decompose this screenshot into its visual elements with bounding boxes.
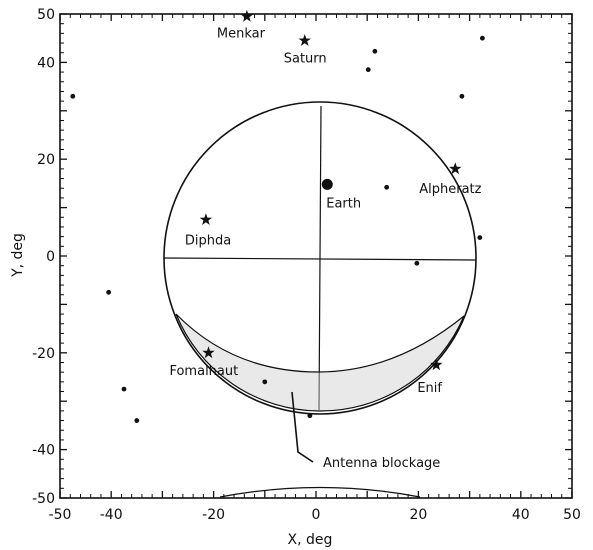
star-dot xyxy=(372,48,378,54)
star-dot xyxy=(106,289,112,295)
y-tick-label: -50 xyxy=(32,491,55,507)
field-of-view xyxy=(163,101,477,415)
menkar-label: Menkar xyxy=(217,26,266,41)
diphda-star-icon xyxy=(199,213,213,225)
earth-marker xyxy=(321,178,333,190)
axis-ticks: -50 -40 -20 0 20 40 50 50 40 20 0 -20 -40 -50 xyxy=(32,7,581,523)
menkar-star-icon xyxy=(240,9,254,22)
star-dot xyxy=(480,35,485,41)
alpheratz-star-icon xyxy=(449,162,462,175)
x-tick-label: -20 xyxy=(202,507,225,523)
saturn-star-icon xyxy=(298,34,311,46)
y-tick-label: 20 xyxy=(37,152,55,168)
diphda-label: Diphda xyxy=(185,234,231,249)
x-tick-label: -50 xyxy=(49,507,72,523)
x-tick-label: -40 xyxy=(100,507,123,523)
fomalhaut-star-icon xyxy=(202,346,215,359)
antenna-blockage-label: Antenna blockage xyxy=(323,456,440,471)
antenna-blockage-leader xyxy=(291,391,314,463)
plot-frame xyxy=(59,13,573,499)
y-tick-label: -40 xyxy=(32,443,55,459)
x-tick-label: 40 xyxy=(512,507,530,523)
star-dot xyxy=(262,379,268,385)
star-dot xyxy=(414,260,420,266)
star-dot xyxy=(459,93,465,99)
x-axis-title: X, deg xyxy=(288,532,333,548)
enif-label: Enif xyxy=(417,381,442,396)
star-dot xyxy=(121,386,127,392)
y-tick-label: 0 xyxy=(46,249,55,265)
y-axis-title: Y, deg xyxy=(10,233,26,278)
blocked-crescent xyxy=(175,313,465,412)
unnamed-stars xyxy=(70,35,485,423)
alpheratz-label: Alpheratz xyxy=(419,182,481,197)
star-dot xyxy=(477,235,483,241)
star-dot xyxy=(70,93,76,99)
x-tick-label: 20 xyxy=(409,507,427,523)
y-tick-label: -20 xyxy=(32,346,55,362)
lower-edge-arc xyxy=(219,486,421,498)
star-dot xyxy=(365,67,371,73)
fov-vertical-line xyxy=(318,105,322,411)
star-dot xyxy=(134,418,140,423)
y-tick-label: 50 xyxy=(37,7,55,23)
saturn-label: Saturn xyxy=(284,52,327,67)
star-dot xyxy=(307,413,313,419)
x-tick-label: 0 xyxy=(312,507,321,523)
fomalhaut-label: Fomalhaut xyxy=(169,364,238,379)
named-objects: Menkar Saturn Alpheratz Earth Diphda Fomalhau… xyxy=(169,9,482,396)
star-dot xyxy=(384,184,390,190)
earth-label: Earth xyxy=(326,196,361,211)
y-tick-label: 40 xyxy=(37,55,55,71)
enif-star-icon xyxy=(430,358,443,371)
x-tick-label: 50 xyxy=(563,507,581,523)
